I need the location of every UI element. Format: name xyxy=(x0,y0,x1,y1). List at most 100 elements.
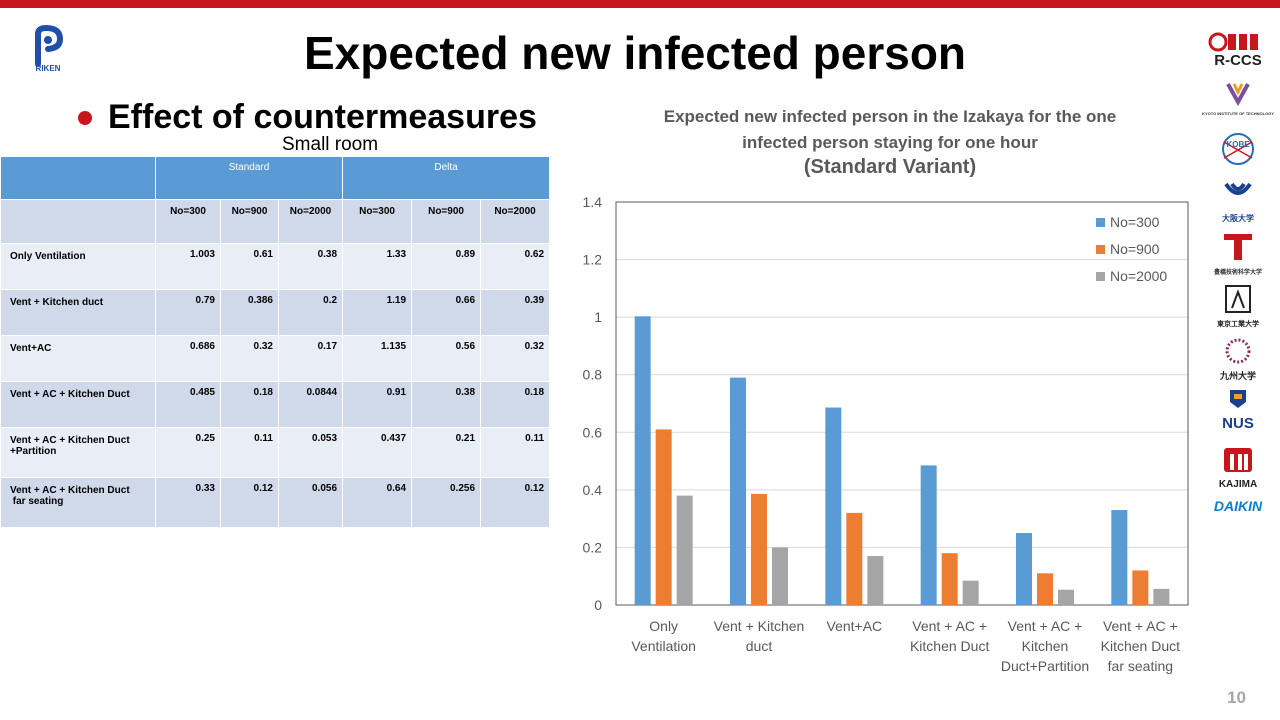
table-cell: 0.32 xyxy=(480,335,551,382)
bar-no-900 xyxy=(1132,570,1149,605)
table-cell: 0.79 xyxy=(155,289,221,336)
y-tick-label: 0 xyxy=(594,597,602,613)
x-tick-label: Ventilation xyxy=(631,638,696,654)
x-tick-label: Kitchen Duct xyxy=(1101,638,1180,654)
kyoto-it-text: KYOTO INSTITUTE OF TECHNOLOGY xyxy=(1202,111,1274,116)
results-table: Standard Delta No=300 No=900 No=2000 No=… xyxy=(0,156,551,528)
table-cell: 0.38 xyxy=(277,243,344,290)
table-row: Only Ventilation 1.003 0.61 0.38 1.33 0.… xyxy=(0,243,551,290)
table-cell: 0.61 xyxy=(220,243,279,290)
bar-no-900 xyxy=(751,493,767,605)
toyohashi-text: 豊橋技術科学大学 xyxy=(1213,270,1262,276)
table-cell: 0.256 xyxy=(411,477,482,528)
kyoto-it-logo: KYOTO INSTITUTE OF TECHNOLOGY xyxy=(1196,82,1280,116)
table-cell: 0.33 xyxy=(155,477,221,528)
table-cell: 0.89 xyxy=(411,243,482,290)
table-cell: 0.91 xyxy=(342,381,413,428)
table-cell: 0.25 xyxy=(155,427,221,478)
table-cell: 0.18 xyxy=(220,381,279,428)
table-cell: 0.17 xyxy=(277,335,344,382)
row-label-line: Vent + AC + Kitchen Duct xyxy=(10,435,130,446)
table-cell: 0.11 xyxy=(480,427,551,478)
x-tick-label: Only xyxy=(649,618,678,634)
bar-no-2000 xyxy=(1058,589,1074,605)
row-label-line: Vent + AC + Kitchen Duct xyxy=(10,485,130,496)
table-cell: 0.64 xyxy=(342,477,413,528)
row-label: Vent+AC xyxy=(0,335,156,382)
bar-no-900 xyxy=(655,429,672,605)
row-label: Vent + Kitchen duct xyxy=(0,289,156,336)
row-label-line: Vent + AC + Kitchen Duct xyxy=(10,389,130,400)
group-header-delta: Delta xyxy=(342,156,551,200)
table-subtitle: Small room xyxy=(282,134,379,155)
chart-plot: 0 0.2 0.4 0.6 0.8 1 1.2 1.4 Only Ventilation Vent … xyxy=(583,194,1189,674)
table-cell: 0.39 xyxy=(480,289,551,336)
row-label-line: far seating xyxy=(10,496,64,507)
bar-no-2000 xyxy=(867,556,884,605)
svg-text:RIKEN: RIKEN xyxy=(36,64,61,72)
bar-no-900 xyxy=(941,553,958,605)
chart-title-line: infected person staying for one hour xyxy=(742,133,1038,152)
bar-no-2000 xyxy=(772,547,788,605)
osaka-university-logo: 大阪大学 xyxy=(1196,180,1280,224)
nus-text: NUS xyxy=(1222,415,1254,432)
row-label-line: Only Ventilation xyxy=(10,251,86,262)
legend-swatch xyxy=(1096,218,1105,227)
daikin-logo: DAIKIN xyxy=(1196,498,1280,514)
bar-no-300 xyxy=(730,377,746,605)
table-cell: 0.0844 xyxy=(277,381,344,428)
y-tick-label: 1.2 xyxy=(583,252,603,268)
y-tick-label: 0.6 xyxy=(583,424,603,440)
x-tick-label: Vent + AC + xyxy=(1008,618,1083,634)
row-label-line: Vent + Kitchen duct xyxy=(10,297,104,308)
table-cell: 0.386 xyxy=(220,289,279,336)
riken-logo: RIKEN xyxy=(30,24,66,73)
x-tick-label: Vent + Kitchen xyxy=(714,618,805,634)
row-label: Vent + AC + Kitchen Duct +Partition xyxy=(0,427,156,478)
kajima-text: KAJIMA xyxy=(1218,479,1258,490)
table-corner-cell xyxy=(0,156,156,200)
x-tick-label: duct xyxy=(746,638,773,654)
table-row: Vent + Kitchen duct 0.79 0.386 0.2 1.19 … xyxy=(0,289,551,336)
table-cell: 0.12 xyxy=(480,477,551,528)
y-tick-label: 1 xyxy=(594,309,602,325)
page-title: Expected new infected person xyxy=(303,27,967,79)
bar-no-2000 xyxy=(962,580,979,605)
table-row: Vent + AC + Kitchen Duct far seating 0.3… xyxy=(0,477,551,528)
table-row: Vent+AC 0.686 0.32 0.17 1.135 0.56 0.32 xyxy=(0,335,551,382)
table-cell: 0.56 xyxy=(411,335,482,382)
table-cell: 0.11 xyxy=(220,427,279,478)
table-cell: 1.33 xyxy=(342,243,413,290)
table-cell: 0.32 xyxy=(220,335,279,382)
kyushu-university-logo: 九州大学 xyxy=(1196,338,1280,382)
chart-subtitle: (Standard Variant) xyxy=(803,156,977,178)
row-label-line: +Partition xyxy=(10,446,57,457)
partner-logos: R-CCS KYOTO INSTITUTE OF TECHNOLOGY KOBE… xyxy=(1196,20,1280,520)
y-tick-label: 1.4 xyxy=(583,194,603,210)
kobe-logo: KOBE xyxy=(1196,132,1280,171)
x-tick-label: Vent + AC + xyxy=(1103,618,1178,634)
table-cell: 1.19 xyxy=(342,289,413,336)
column-header: No=2000 xyxy=(480,199,551,244)
bar-chart: Expected new infected person in the Izak… xyxy=(570,100,1210,690)
top-accent-bar xyxy=(0,0,1280,8)
bar-no-900 xyxy=(846,512,863,605)
legend-swatch xyxy=(1096,245,1105,254)
table-cell: 0.38 xyxy=(411,381,482,428)
table-row: Vent + AC + Kitchen Duct 0.485 0.18 0.08… xyxy=(0,381,551,428)
row-label-line: Vent+AC xyxy=(10,343,52,354)
kyushu-text: 九州大学 xyxy=(1219,371,1256,381)
bullet-dot-icon xyxy=(78,110,92,125)
table-cell: 0.686 xyxy=(155,335,221,382)
row-label: Only Ventilation xyxy=(0,243,156,290)
bar-no-2000 xyxy=(676,495,693,605)
nus-logo: NUS xyxy=(1196,388,1280,432)
bar-no-300 xyxy=(1111,510,1128,605)
tokyo-tech-text: 東京工業大学 xyxy=(1217,321,1259,328)
bar-no-300 xyxy=(825,407,842,605)
table-cell: 0.485 xyxy=(155,381,221,428)
group-header-standard: Standard xyxy=(154,156,344,200)
table-group-header-row: Standard Delta xyxy=(0,156,551,200)
table-cell: 0.056 xyxy=(277,477,344,528)
x-tick-label: Kitchen xyxy=(1022,638,1069,654)
